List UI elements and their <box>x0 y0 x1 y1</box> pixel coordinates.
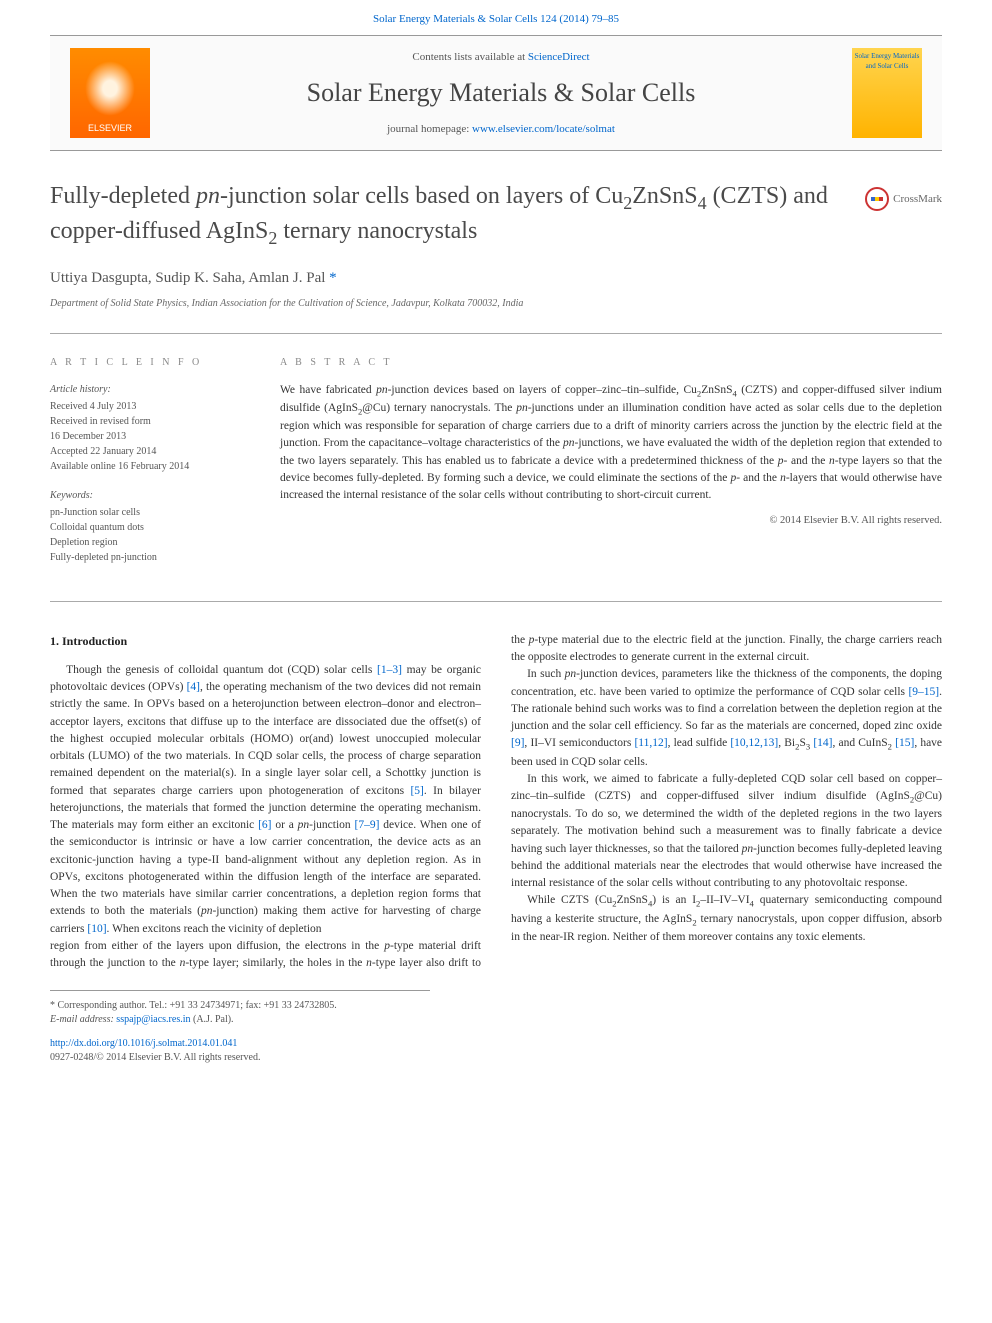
section-heading: 1. Introduction <box>50 632 481 650</box>
abstract-heading: A B S T R A C T <box>280 356 942 370</box>
doi-link[interactable]: http://dx.doi.org/10.1016/j.solmat.2014.… <box>50 1038 237 1049</box>
email-link[interactable]: sspajp@iacs.res.in <box>116 1014 190 1025</box>
abstract: A B S T R A C T We have fabricated pn-ju… <box>280 356 942 579</box>
history-item: Accepted 22 January 2014 <box>50 444 250 459</box>
email-line: E-mail address: sspajp@iacs.res.in (A.J.… <box>50 1013 430 1027</box>
journal-title: Solar Energy Materials & Solar Cells <box>150 75 852 111</box>
divider <box>50 601 942 602</box>
keyword: pn-Junction solar cells <box>50 505 250 520</box>
footer: * Corresponding author. Tel.: +91 33 247… <box>50 990 430 1065</box>
history-item: 16 December 2013 <box>50 429 250 444</box>
body-paragraph: In such pn-junction devices, parameters … <box>511 666 942 770</box>
homepage-line: journal homepage: www.elsevier.com/locat… <box>150 122 852 137</box>
sciencedirect-link[interactable]: ScienceDirect <box>528 51 590 63</box>
article-info-heading: A R T I C L E I N F O <box>50 356 250 370</box>
keywords: Keywords: pn-Junction solar cells Colloi… <box>50 488 250 565</box>
homepage-link[interactable]: www.elsevier.com/locate/solmat <box>472 123 615 135</box>
history-item: Available online 16 February 2014 <box>50 459 250 474</box>
body-paragraph: While CZTS (Cu2ZnSnS4) is an I2–II–IV–VI… <box>511 892 942 946</box>
crossmark-badge[interactable]: CrossMark <box>865 187 942 211</box>
keyword: Fully-depleted pn-junction <box>50 550 250 565</box>
abstract-text: We have fabricated pn-junction devices b… <box>280 382 942 505</box>
keyword: Colloidal quantum dots <box>50 520 250 535</box>
publisher-name: ELSEVIER <box>88 122 132 135</box>
body-paragraph: In this work, we aimed to fabricate a fu… <box>511 771 942 893</box>
article-title: Fully-depleted pn-junction solar cells b… <box>50 181 845 249</box>
article-history: Article history: Received 4 July 2013 Re… <box>50 382 250 474</box>
history-item: Received in revised form <box>50 414 250 429</box>
issn-copyright: 0927-0248/© 2014 Elsevier B.V. All right… <box>50 1051 430 1065</box>
header-center: Contents lists available at ScienceDirec… <box>150 50 852 137</box>
abstract-copyright: © 2014 Elsevier B.V. All rights reserved… <box>280 514 942 529</box>
elsevier-logo: ELSEVIER <box>70 48 150 138</box>
article-info: A R T I C L E I N F O Article history: R… <box>50 356 250 579</box>
affiliation: Department of Solid State Physics, India… <box>50 297 942 311</box>
elsevier-tree-icon <box>85 61 135 116</box>
journal-cover-thumbnail: Solar Energy Materials and Solar Cells <box>852 48 922 138</box>
authors: Uttiya Dasgupta, Sudip K. Saha, Amlan J.… <box>50 268 942 289</box>
corresponding-author: * Corresponding author. Tel.: +91 33 247… <box>50 999 430 1013</box>
article-body: 1. Introduction Though the genesis of co… <box>50 632 942 973</box>
journal-issue-link[interactable]: Solar Energy Materials & Solar Cells 124… <box>0 0 992 35</box>
divider <box>50 333 942 334</box>
body-paragraph: Though the genesis of colloidal quantum … <box>50 662 481 938</box>
journal-header: ELSEVIER Contents lists available at Sci… <box>50 35 942 151</box>
history-item: Received 4 July 2013 <box>50 399 250 414</box>
keyword: Depletion region <box>50 535 250 550</box>
contents-line: Contents lists available at ScienceDirec… <box>150 50 852 65</box>
crossmark-icon <box>865 187 889 211</box>
